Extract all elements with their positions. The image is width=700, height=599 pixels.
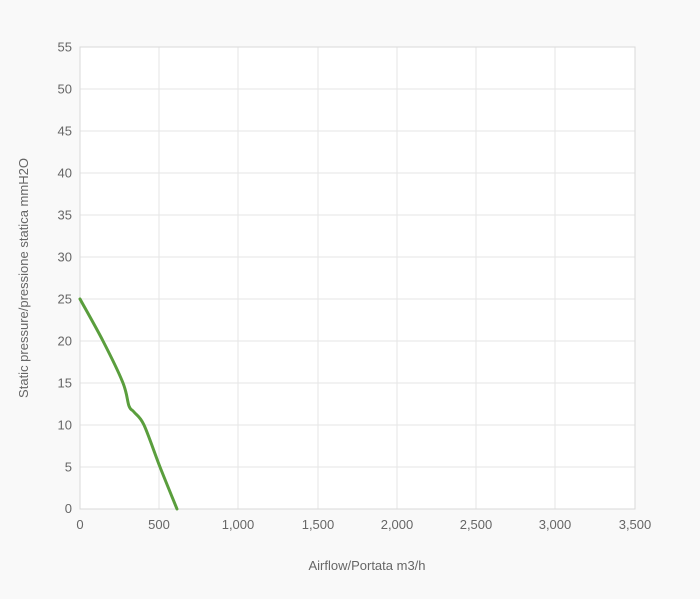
svg-text:55: 55 (58, 40, 72, 55)
svg-text:500: 500 (148, 517, 170, 532)
svg-text:1,500: 1,500 (302, 517, 335, 532)
svg-text:15: 15 (58, 376, 72, 391)
svg-text:35: 35 (58, 208, 72, 223)
svg-text:0: 0 (65, 501, 72, 516)
svg-text:Airflow/Portata m3/h: Airflow/Portata m3/h (308, 558, 425, 573)
svg-text:50: 50 (58, 82, 72, 97)
svg-text:45: 45 (58, 124, 72, 139)
svg-text:2,500: 2,500 (460, 517, 493, 532)
svg-text:3,000: 3,000 (539, 517, 572, 532)
svg-text:40: 40 (58, 166, 72, 181)
svg-text:25: 25 (58, 292, 72, 307)
svg-text:2,000: 2,000 (381, 517, 414, 532)
svg-text:1,000: 1,000 (222, 517, 255, 532)
svg-text:10: 10 (58, 418, 72, 433)
svg-text:30: 30 (58, 250, 72, 265)
svg-text:5: 5 (65, 460, 72, 475)
svg-text:0: 0 (76, 517, 83, 532)
svg-text:Static pressure/pressione stat: Static pressure/pressione statica mmH2O (16, 158, 31, 398)
svg-text:20: 20 (58, 334, 72, 349)
svg-text:3,500: 3,500 (619, 517, 652, 532)
